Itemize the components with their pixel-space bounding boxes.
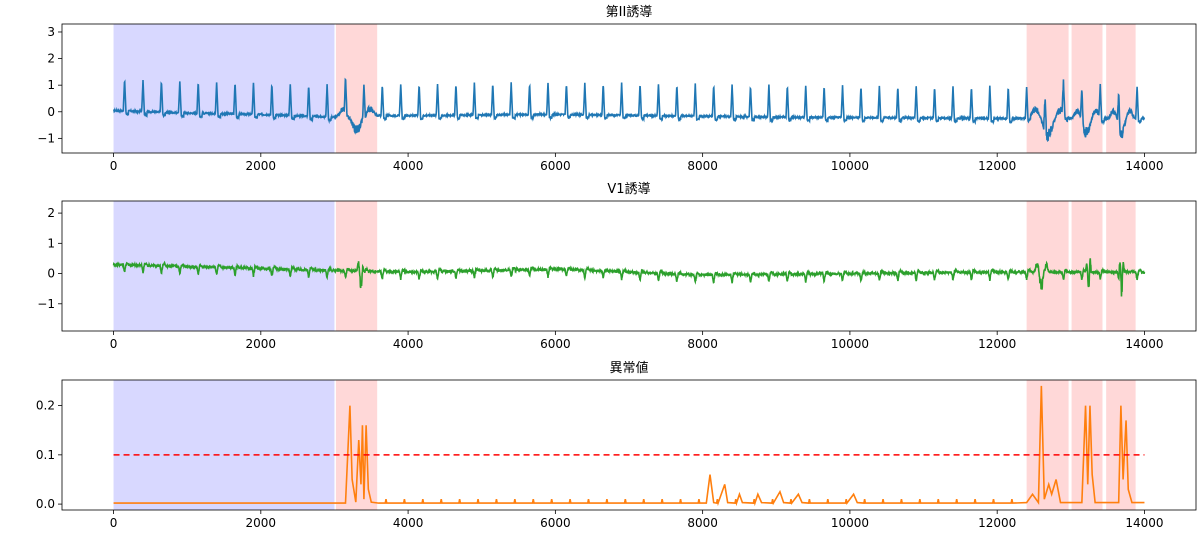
x-tick-label: 14000 (1125, 159, 1163, 173)
y-tick-label: 2 (47, 206, 55, 220)
x-tick-label: 12000 (978, 516, 1016, 530)
x-tick-label: 6000 (540, 337, 571, 351)
y-tick-label: 0 (47, 267, 55, 281)
series-line (113, 385, 1145, 507)
axes-frame (61, 23, 1197, 154)
x-tick-label: 2000 (246, 516, 277, 530)
y-tick-label: −1 (37, 297, 55, 311)
x-tick-label: 6000 (540, 516, 571, 530)
y-tick-label: 0.0 (36, 497, 55, 511)
highlight-region (1026, 24, 1069, 153)
y-tick-label: 0 (47, 105, 55, 119)
chart-title: 第II誘導 (606, 5, 653, 20)
highlight-region (335, 24, 378, 153)
chart-title: V1誘導 (607, 182, 650, 197)
x-tick-label: 8000 (687, 337, 718, 351)
highlight-region (1106, 380, 1136, 510)
y-tick-label: 1 (47, 78, 55, 92)
y-tick-label: 2 (47, 52, 55, 66)
x-tick-label: 0 (110, 159, 118, 173)
series-line (113, 77, 1146, 143)
x-tick-label: 0 (110, 337, 118, 351)
y-tick-label: 0.1 (36, 448, 55, 462)
x-tick-label: 6000 (540, 159, 571, 173)
x-tick-label: 4000 (393, 159, 424, 173)
x-tick-label: 12000 (978, 159, 1016, 173)
y-tick-label: −1 (37, 131, 55, 145)
x-tick-label: 10000 (831, 516, 869, 530)
series-line (112, 258, 1146, 297)
x-tick-label: 0 (110, 516, 118, 530)
x-tick-label: 10000 (831, 159, 869, 173)
y-tick-label: 0.2 (36, 399, 55, 413)
y-tick-label: 1 (47, 236, 55, 250)
highlight-region (335, 201, 378, 331)
x-tick-label: 8000 (687, 516, 718, 530)
x-tick-label: 14000 (1125, 516, 1163, 530)
highlight-region (113, 380, 335, 510)
x-tick-label: 2000 (246, 337, 277, 351)
panel-anomaly-score: 0 2000 4000 6000 8000 10000 12000 14000 0.0 0.1 0.… (36, 360, 1197, 530)
x-tick-label: 4000 (393, 516, 424, 530)
x-tick-label: 10000 (831, 337, 869, 351)
chart-title: 異常値 (609, 360, 648, 376)
axes-frame (61, 379, 1197, 511)
y-tick-label: 3 (47, 25, 55, 39)
highlight-region (113, 24, 335, 153)
panel-lead-ii: 0 2000 4000 6000 8000 10000 12000 14000 −1 0 1 2 3 第I… (37, 5, 1197, 173)
x-tick-label: 8000 (687, 159, 718, 173)
x-tick-label: 4000 (393, 337, 424, 351)
panel-lead-v1: 0 2000 4000 6000 8000 10000 12000 14000 −1 0 1 2 V1誘… (37, 182, 1197, 351)
x-tick-label: 12000 (978, 337, 1016, 351)
axes-frame (61, 200, 1197, 332)
x-tick-label: 14000 (1125, 337, 1163, 351)
x-tick-label: 2000 (246, 159, 277, 173)
